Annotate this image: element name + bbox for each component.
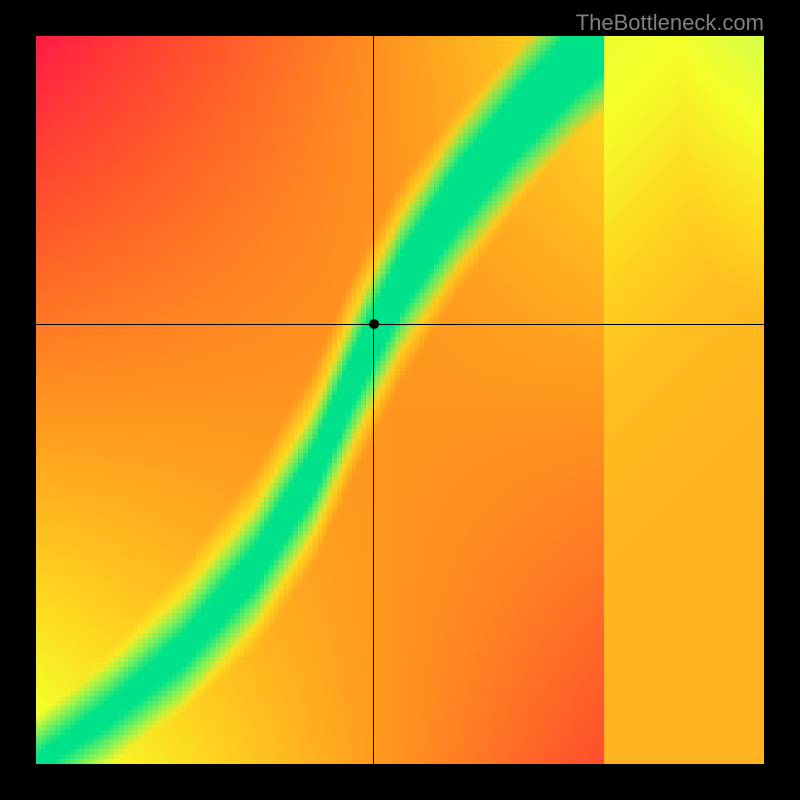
watermark-text: TheBottleneck.com [576, 10, 764, 36]
chart-container: TheBottleneck.com [0, 0, 800, 800]
heatmap-canvas [36, 36, 764, 764]
crosshair-vertical [373, 36, 374, 764]
crosshair-horizontal [36, 324, 764, 325]
